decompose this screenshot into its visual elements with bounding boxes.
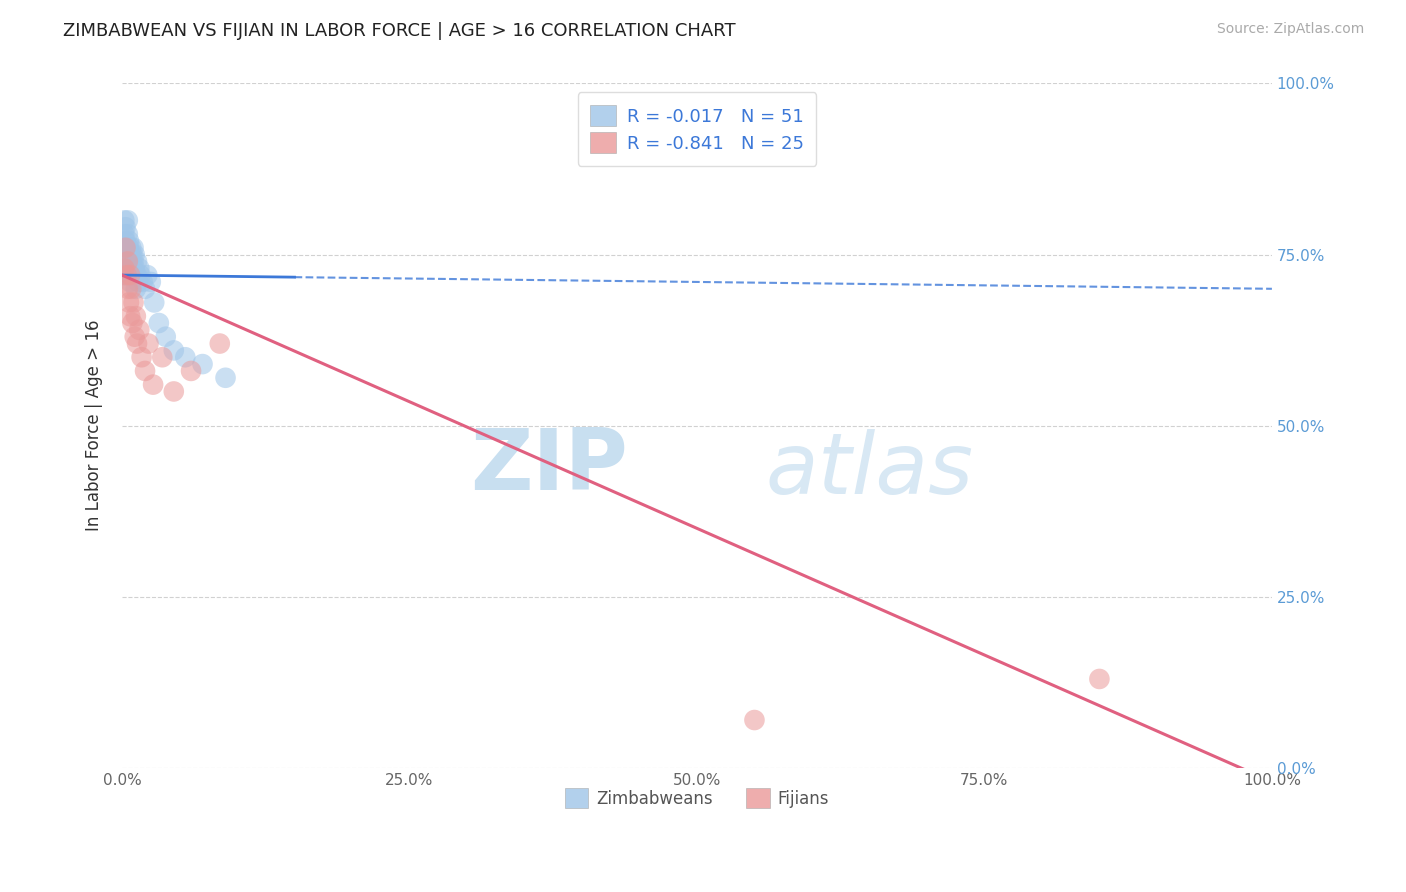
Point	[138, 336, 160, 351]
Text: atlas: atlas	[766, 429, 974, 512]
Point	[112, 268, 135, 282]
Point	[125, 336, 148, 351]
Point	[120, 268, 142, 282]
Point	[112, 261, 135, 276]
Point	[114, 241, 136, 255]
Legend: Zimbabweans, Fijians: Zimbabweans, Fijians	[558, 781, 837, 814]
Point	[124, 329, 146, 343]
Point	[122, 254, 145, 268]
Point	[114, 220, 136, 235]
Point	[112, 213, 135, 227]
Point	[136, 268, 159, 282]
Point	[117, 254, 139, 268]
Point	[114, 234, 136, 248]
Point	[125, 309, 148, 323]
Point	[125, 254, 148, 268]
Point	[118, 241, 141, 255]
Point	[150, 350, 173, 364]
Point	[112, 241, 135, 255]
Point	[124, 247, 146, 261]
Point	[117, 227, 139, 241]
Point	[208, 336, 231, 351]
Point	[115, 241, 138, 255]
Point	[1088, 672, 1111, 686]
Point	[124, 261, 146, 276]
Point	[131, 350, 153, 364]
Point	[148, 316, 170, 330]
Point	[120, 254, 142, 268]
Point	[115, 268, 138, 282]
Point	[118, 268, 141, 282]
Point	[163, 384, 186, 399]
Point	[143, 295, 166, 310]
Point	[125, 282, 148, 296]
Point	[114, 247, 136, 261]
Point	[117, 261, 139, 276]
Point	[129, 268, 152, 282]
Point	[174, 350, 197, 364]
Point	[128, 323, 150, 337]
Point	[744, 713, 766, 727]
Point	[139, 275, 162, 289]
Point	[120, 309, 142, 323]
Y-axis label: In Labor Force | Age > 16: In Labor Force | Age > 16	[86, 320, 103, 532]
Point	[142, 377, 165, 392]
Point	[121, 316, 143, 330]
Point	[214, 371, 236, 385]
Point	[120, 268, 142, 282]
Point	[117, 213, 139, 227]
Text: Source: ZipAtlas.com: Source: ZipAtlas.com	[1216, 22, 1364, 37]
Point	[122, 295, 145, 310]
Point	[163, 343, 186, 358]
Point	[115, 268, 138, 282]
Point	[128, 261, 150, 276]
Point	[125, 268, 148, 282]
Point	[117, 247, 139, 261]
Point	[122, 268, 145, 282]
Point	[121, 247, 143, 261]
Text: ZIP: ZIP	[470, 425, 628, 508]
Point	[112, 227, 135, 241]
Text: ZIMBABWEAN VS FIJIAN IN LABOR FORCE | AGE > 16 CORRELATION CHART: ZIMBABWEAN VS FIJIAN IN LABOR FORCE | AG…	[63, 22, 735, 40]
Point	[112, 254, 135, 268]
Point	[120, 282, 142, 296]
Point	[121, 261, 143, 276]
Point	[155, 329, 177, 343]
Point	[134, 282, 156, 296]
Point	[118, 295, 141, 310]
Point	[134, 364, 156, 378]
Point	[120, 241, 142, 255]
Point	[118, 234, 141, 248]
Point	[117, 282, 139, 296]
Point	[115, 254, 138, 268]
Point	[127, 275, 149, 289]
Point	[114, 261, 136, 276]
Point	[120, 247, 142, 261]
Point	[120, 275, 142, 289]
Point	[125, 268, 148, 282]
Point	[118, 254, 141, 268]
Point	[132, 275, 155, 289]
Point	[120, 261, 142, 276]
Point	[191, 357, 214, 371]
Point	[180, 364, 202, 378]
Point	[122, 241, 145, 255]
